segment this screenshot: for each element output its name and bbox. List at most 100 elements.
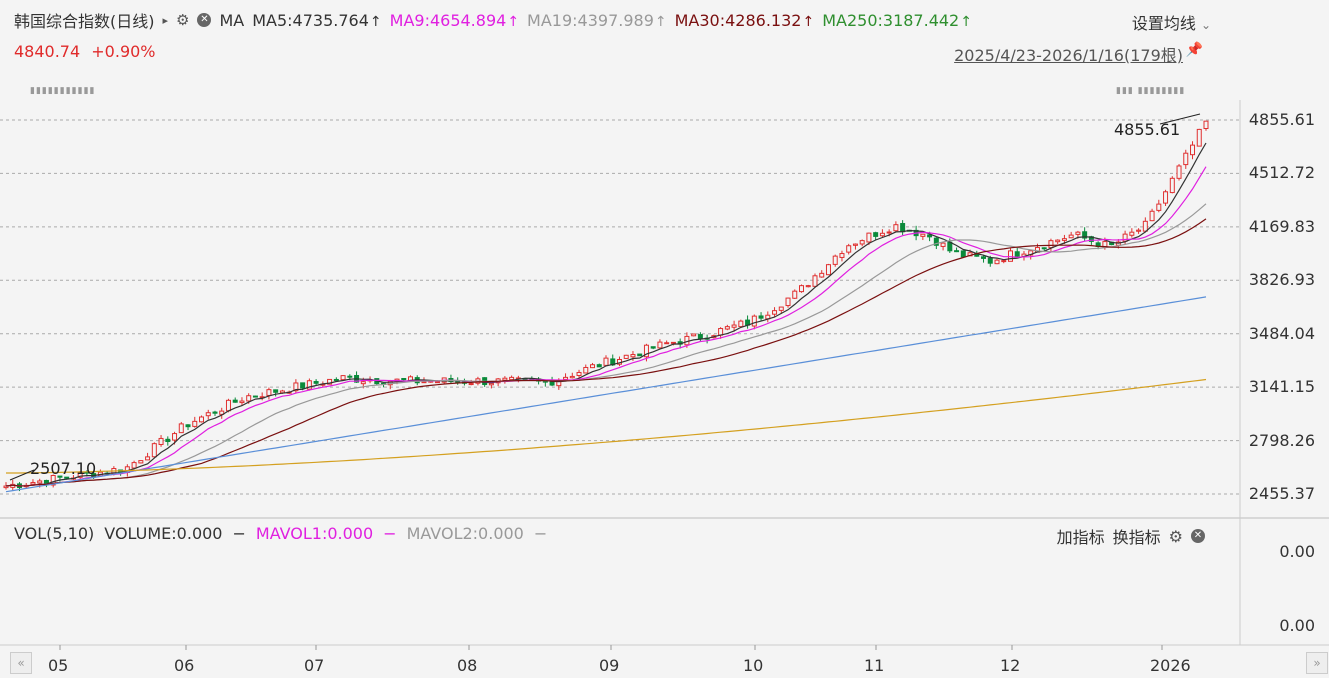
candle-body xyxy=(812,275,818,287)
ma30-label: MA30:4286.132↑ xyxy=(674,10,815,30)
scroll-left-button[interactable]: « xyxy=(10,652,32,674)
candle-body xyxy=(718,328,724,336)
candle-body xyxy=(401,377,407,381)
pin-icon[interactable]: 📌 xyxy=(1185,42,1203,58)
indicator-name: MA xyxy=(219,10,245,30)
candle-body xyxy=(819,272,825,278)
mavol1-value: MAVOL1:0.000 xyxy=(255,524,374,543)
y-tick-label: 3484.04 xyxy=(1248,323,1315,343)
candle-body xyxy=(994,259,1000,265)
candle-body xyxy=(825,264,831,276)
y-tick-label: 3826.93 xyxy=(1248,270,1315,290)
candle-body xyxy=(886,231,892,234)
candle-body xyxy=(576,371,582,377)
candle-body xyxy=(57,475,63,478)
expand-arrow-icon[interactable]: ▸ xyxy=(162,13,169,27)
add-indicator-button[interactable]: 加指标 xyxy=(1056,528,1105,547)
candle-body xyxy=(158,437,164,445)
candle-body xyxy=(468,383,474,386)
ma250-label: MA250:3187.442↑ xyxy=(822,10,972,30)
candle-body xyxy=(630,354,636,358)
y-tick-label: 2455.37 xyxy=(1248,484,1315,503)
candle-body xyxy=(360,381,366,385)
candle-body xyxy=(313,381,319,384)
candle-body xyxy=(920,233,926,237)
candle-body xyxy=(131,462,137,469)
candle-body xyxy=(219,410,225,415)
candle-body xyxy=(724,326,730,330)
candle-body xyxy=(785,297,791,307)
gear-icon[interactable]: ⚙ xyxy=(176,11,190,29)
ma-long2-line xyxy=(6,378,1207,474)
y-tick-label: 4512.72 xyxy=(1248,163,1315,183)
volume-ytick: 0.00 xyxy=(1279,616,1315,635)
candle-body xyxy=(758,315,764,319)
candle-body xyxy=(178,423,184,434)
candle-body xyxy=(300,382,306,389)
candle-body xyxy=(239,400,245,404)
candle-body xyxy=(1196,128,1202,147)
candle-body xyxy=(1048,240,1054,249)
candle-body xyxy=(832,255,838,265)
date-range[interactable]: 2025/4/23-2026/1/16(179根) xyxy=(954,46,1183,65)
candle-body xyxy=(306,380,312,390)
x-tick-label: 12 xyxy=(1000,656,1021,675)
candle-body xyxy=(1001,260,1007,263)
scroll-right-button[interactable]: » xyxy=(1306,652,1328,674)
x-tick-label: 2026 xyxy=(1150,656,1191,675)
candle-body xyxy=(225,399,231,412)
candle-body xyxy=(293,382,299,392)
candle-body xyxy=(805,285,811,288)
candle-body xyxy=(650,346,656,349)
volume-tools: 加指标 换指标 ⚙ ✕ xyxy=(1057,524,1205,548)
low-annotation: 2507.10 xyxy=(30,459,97,478)
candle-body xyxy=(64,476,70,479)
ma5-line xyxy=(5,142,1207,487)
candle-body xyxy=(940,242,946,247)
candle-body xyxy=(1041,247,1047,250)
close-icon[interactable]: ✕ xyxy=(1191,529,1205,543)
candle-body xyxy=(205,412,211,417)
volume-value: VOLUME:0.000 xyxy=(104,524,223,543)
chevron-down-icon: ⌄ xyxy=(1200,18,1211,32)
ma9-line xyxy=(5,166,1207,487)
ma-settings-button[interactable]: 设置均线 ⌄ xyxy=(1131,14,1211,33)
candle-body xyxy=(1068,234,1074,239)
candle-body xyxy=(212,411,218,414)
chart-title[interactable]: 韩国综合指数(日线) xyxy=(14,12,155,31)
candle-body xyxy=(199,416,205,423)
candle-body xyxy=(623,354,629,359)
ma19-line xyxy=(5,203,1207,487)
ma9-label: MA9:4654.894↑ xyxy=(389,10,520,30)
candle-body xyxy=(583,366,589,374)
candle-body xyxy=(772,310,778,315)
ma30-line xyxy=(5,218,1207,487)
close-icon[interactable]: ✕ xyxy=(197,13,212,27)
candle-body xyxy=(138,460,144,464)
y-tick-label: 2798.26 xyxy=(1248,430,1315,450)
x-tick-label: 10 xyxy=(743,656,764,675)
candle-body xyxy=(866,232,872,243)
candle-body xyxy=(1075,231,1081,235)
candle-body xyxy=(185,424,191,428)
candle-body xyxy=(246,395,252,402)
last-price: 4840.74 xyxy=(14,42,81,61)
ma-long1-line xyxy=(5,296,1207,493)
candle-body xyxy=(664,342,670,345)
y-tick-label: 3141.15 xyxy=(1248,377,1315,397)
candle-body xyxy=(1169,177,1175,194)
candle-body xyxy=(879,232,885,237)
gear-icon[interactable]: ⚙ xyxy=(1168,526,1183,546)
switch-indicator-button[interactable]: 换指标 xyxy=(1112,528,1161,547)
candle-body xyxy=(509,376,515,381)
candle-body xyxy=(1156,203,1162,211)
candle-body xyxy=(569,375,575,379)
change-percent: +0.90% xyxy=(91,42,156,61)
candle-body xyxy=(30,482,36,485)
candle-body xyxy=(488,382,494,386)
candle-body xyxy=(172,433,178,441)
candle-body xyxy=(893,224,899,232)
low-arrow xyxy=(9,469,35,481)
candle-body xyxy=(347,375,353,378)
